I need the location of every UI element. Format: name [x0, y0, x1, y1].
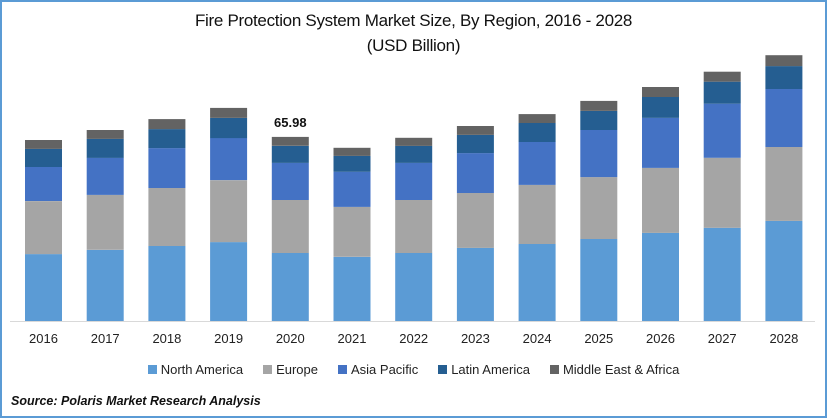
- bar-segment-north-america-2027: [703, 227, 741, 321]
- bar-segment-europe-2020: [271, 200, 309, 253]
- bar-segment-latin-america-2020: [271, 145, 309, 163]
- bar-segment-europe-2019: [210, 180, 248, 243]
- bar-segment-latin-america-2021: [333, 155, 371, 172]
- x-tick-label: 2026: [646, 331, 675, 346]
- bar-segment-asia-pacific-2022: [395, 162, 433, 200]
- bar-segment-europe-2027: [703, 157, 741, 228]
- bar-segment-europe-2028: [765, 147, 803, 221]
- legend-label: Latin America: [451, 362, 530, 377]
- x-tick-label: 2024: [523, 331, 552, 346]
- bar-segment-latin-america-2016: [25, 148, 62, 167]
- bar-segment-asia-pacific-2017: [86, 157, 124, 195]
- bar-segment-north-america-2024: [518, 244, 556, 321]
- legend-item: Europe: [263, 362, 318, 377]
- x-tick-label: 2019: [214, 331, 243, 346]
- bar-segment-asia-pacific-2023: [456, 153, 494, 193]
- bar-segment-north-america-2028: [765, 220, 803, 321]
- legend-swatch: [338, 365, 347, 374]
- bar-segment-middle-east-africa-2018: [148, 119, 186, 130]
- bar-segment-europe-2018: [148, 188, 186, 246]
- bar-segment-asia-pacific-2019: [210, 138, 248, 181]
- chart-legend: North America Europe Asia Pacific Latin Ame…: [0, 362, 827, 377]
- bar-segment-latin-america-2025: [580, 111, 618, 130]
- source-note: Source: Polaris Market Research Analysis: [11, 394, 261, 408]
- chart-subtitle: (USD Billion): [366, 36, 461, 55]
- legend-item: North America: [147, 362, 244, 377]
- bar-segment-europe-2024: [518, 184, 556, 244]
- bar-segment-middle-east-africa-2021: [333, 147, 371, 156]
- bar-segment-europe-2017: [86, 194, 124, 250]
- x-tick-label: 2022: [399, 331, 428, 346]
- bar-segment-middle-east-africa-2024: [518, 114, 556, 123]
- bar-segment-latin-america-2019: [210, 118, 248, 139]
- bar-segment-north-america-2021: [333, 256, 371, 321]
- bar-segment-middle-east-africa-2023: [456, 126, 494, 135]
- bar-segment-latin-america-2018: [148, 129, 186, 149]
- legend-item: Latin America: [438, 362, 530, 377]
- x-tick-label: 2020: [276, 331, 305, 346]
- bar-segment-latin-america-2024: [518, 123, 556, 142]
- bar-segment-europe-2023: [456, 193, 494, 248]
- bar-segment-asia-pacific-2027: [703, 103, 741, 158]
- bar-segment-asia-pacific-2018: [148, 148, 186, 188]
- legend-swatch: [263, 365, 273, 374]
- x-tick-label: 2023: [461, 331, 490, 346]
- bar-segment-asia-pacific-2025: [580, 130, 618, 178]
- bar-segment-middle-east-africa-2017: [86, 130, 124, 139]
- bar-segment-middle-east-africa-2025: [580, 100, 618, 111]
- bar-segment-north-america-2022: [395, 252, 433, 321]
- legend-item: Middle East & Africa: [549, 362, 680, 377]
- bar-segment-latin-america-2023: [456, 135, 494, 154]
- x-tick-label: 2017: [91, 331, 120, 346]
- bar-segment-latin-america-2028: [765, 66, 803, 89]
- bar-segment-europe-2016: [25, 201, 62, 255]
- legend-item: Asia Pacific: [338, 362, 418, 377]
- x-tick-label: 2021: [338, 331, 367, 346]
- data-label: 65.98: [274, 115, 307, 130]
- legend-label: Europe: [276, 362, 318, 377]
- bar-segment-middle-east-africa-2016: [25, 140, 62, 149]
- x-tick-label: 2018: [152, 331, 181, 346]
- x-tick-label: 2028: [769, 331, 798, 346]
- bar-segment-latin-america-2022: [395, 145, 433, 163]
- chart-title: Fire Protection System Market Size, By R…: [194, 11, 633, 30]
- bar-segment-asia-pacific-2016: [25, 167, 62, 201]
- bar-segment-north-america-2017: [86, 249, 124, 321]
- bar-segment-europe-2022: [395, 200, 433, 253]
- bar-segment-north-america-2023: [456, 247, 494, 321]
- bar-segment-north-america-2026: [642, 232, 679, 321]
- bar-segment-asia-pacific-2020: [271, 162, 309, 200]
- legend-label: North America: [160, 362, 244, 377]
- x-tick-label: 2027: [708, 331, 737, 346]
- bar-segment-asia-pacific-2026: [642, 118, 679, 168]
- bar-segment-north-america-2019: [210, 242, 248, 321]
- x-tick-label: 2025: [584, 331, 613, 346]
- bar-segment-middle-east-africa-2026: [642, 87, 679, 97]
- bar-segment-latin-america-2017: [86, 138, 124, 158]
- bar-segment-middle-east-africa-2022: [395, 137, 433, 146]
- x-tick-label: 2016: [29, 331, 58, 346]
- legend-swatch: [438, 365, 448, 374]
- bar-segment-asia-pacific-2021: [333, 171, 371, 207]
- bar-segment-north-america-2016: [25, 254, 62, 321]
- bar-segment-europe-2026: [642, 167, 679, 233]
- bar-segment-north-america-2018: [148, 246, 186, 321]
- bar-segment-middle-east-africa-2027: [703, 71, 741, 82]
- legend-swatch: [147, 365, 157, 374]
- bar-segment-asia-pacific-2024: [518, 141, 556, 185]
- bar-segment-latin-america-2027: [703, 81, 741, 104]
- bar-segment-europe-2025: [580, 177, 618, 239]
- bar-segment-europe-2021: [333, 206, 371, 257]
- bar-segment-middle-east-africa-2019: [210, 107, 248, 118]
- legend-label: Asia Pacific: [351, 362, 419, 377]
- legend-swatch: [549, 365, 559, 374]
- bar-segment-north-america-2025: [580, 239, 618, 321]
- bar-segment-north-america-2020: [271, 252, 309, 321]
- bar-segment-latin-america-2026: [642, 97, 679, 118]
- bar-segment-middle-east-africa-2028: [765, 55, 803, 67]
- legend-label: Middle East & Africa: [562, 362, 680, 377]
- bar-segment-asia-pacific-2028: [765, 89, 803, 147]
- bar-segment-middle-east-africa-2020: [271, 136, 309, 146]
